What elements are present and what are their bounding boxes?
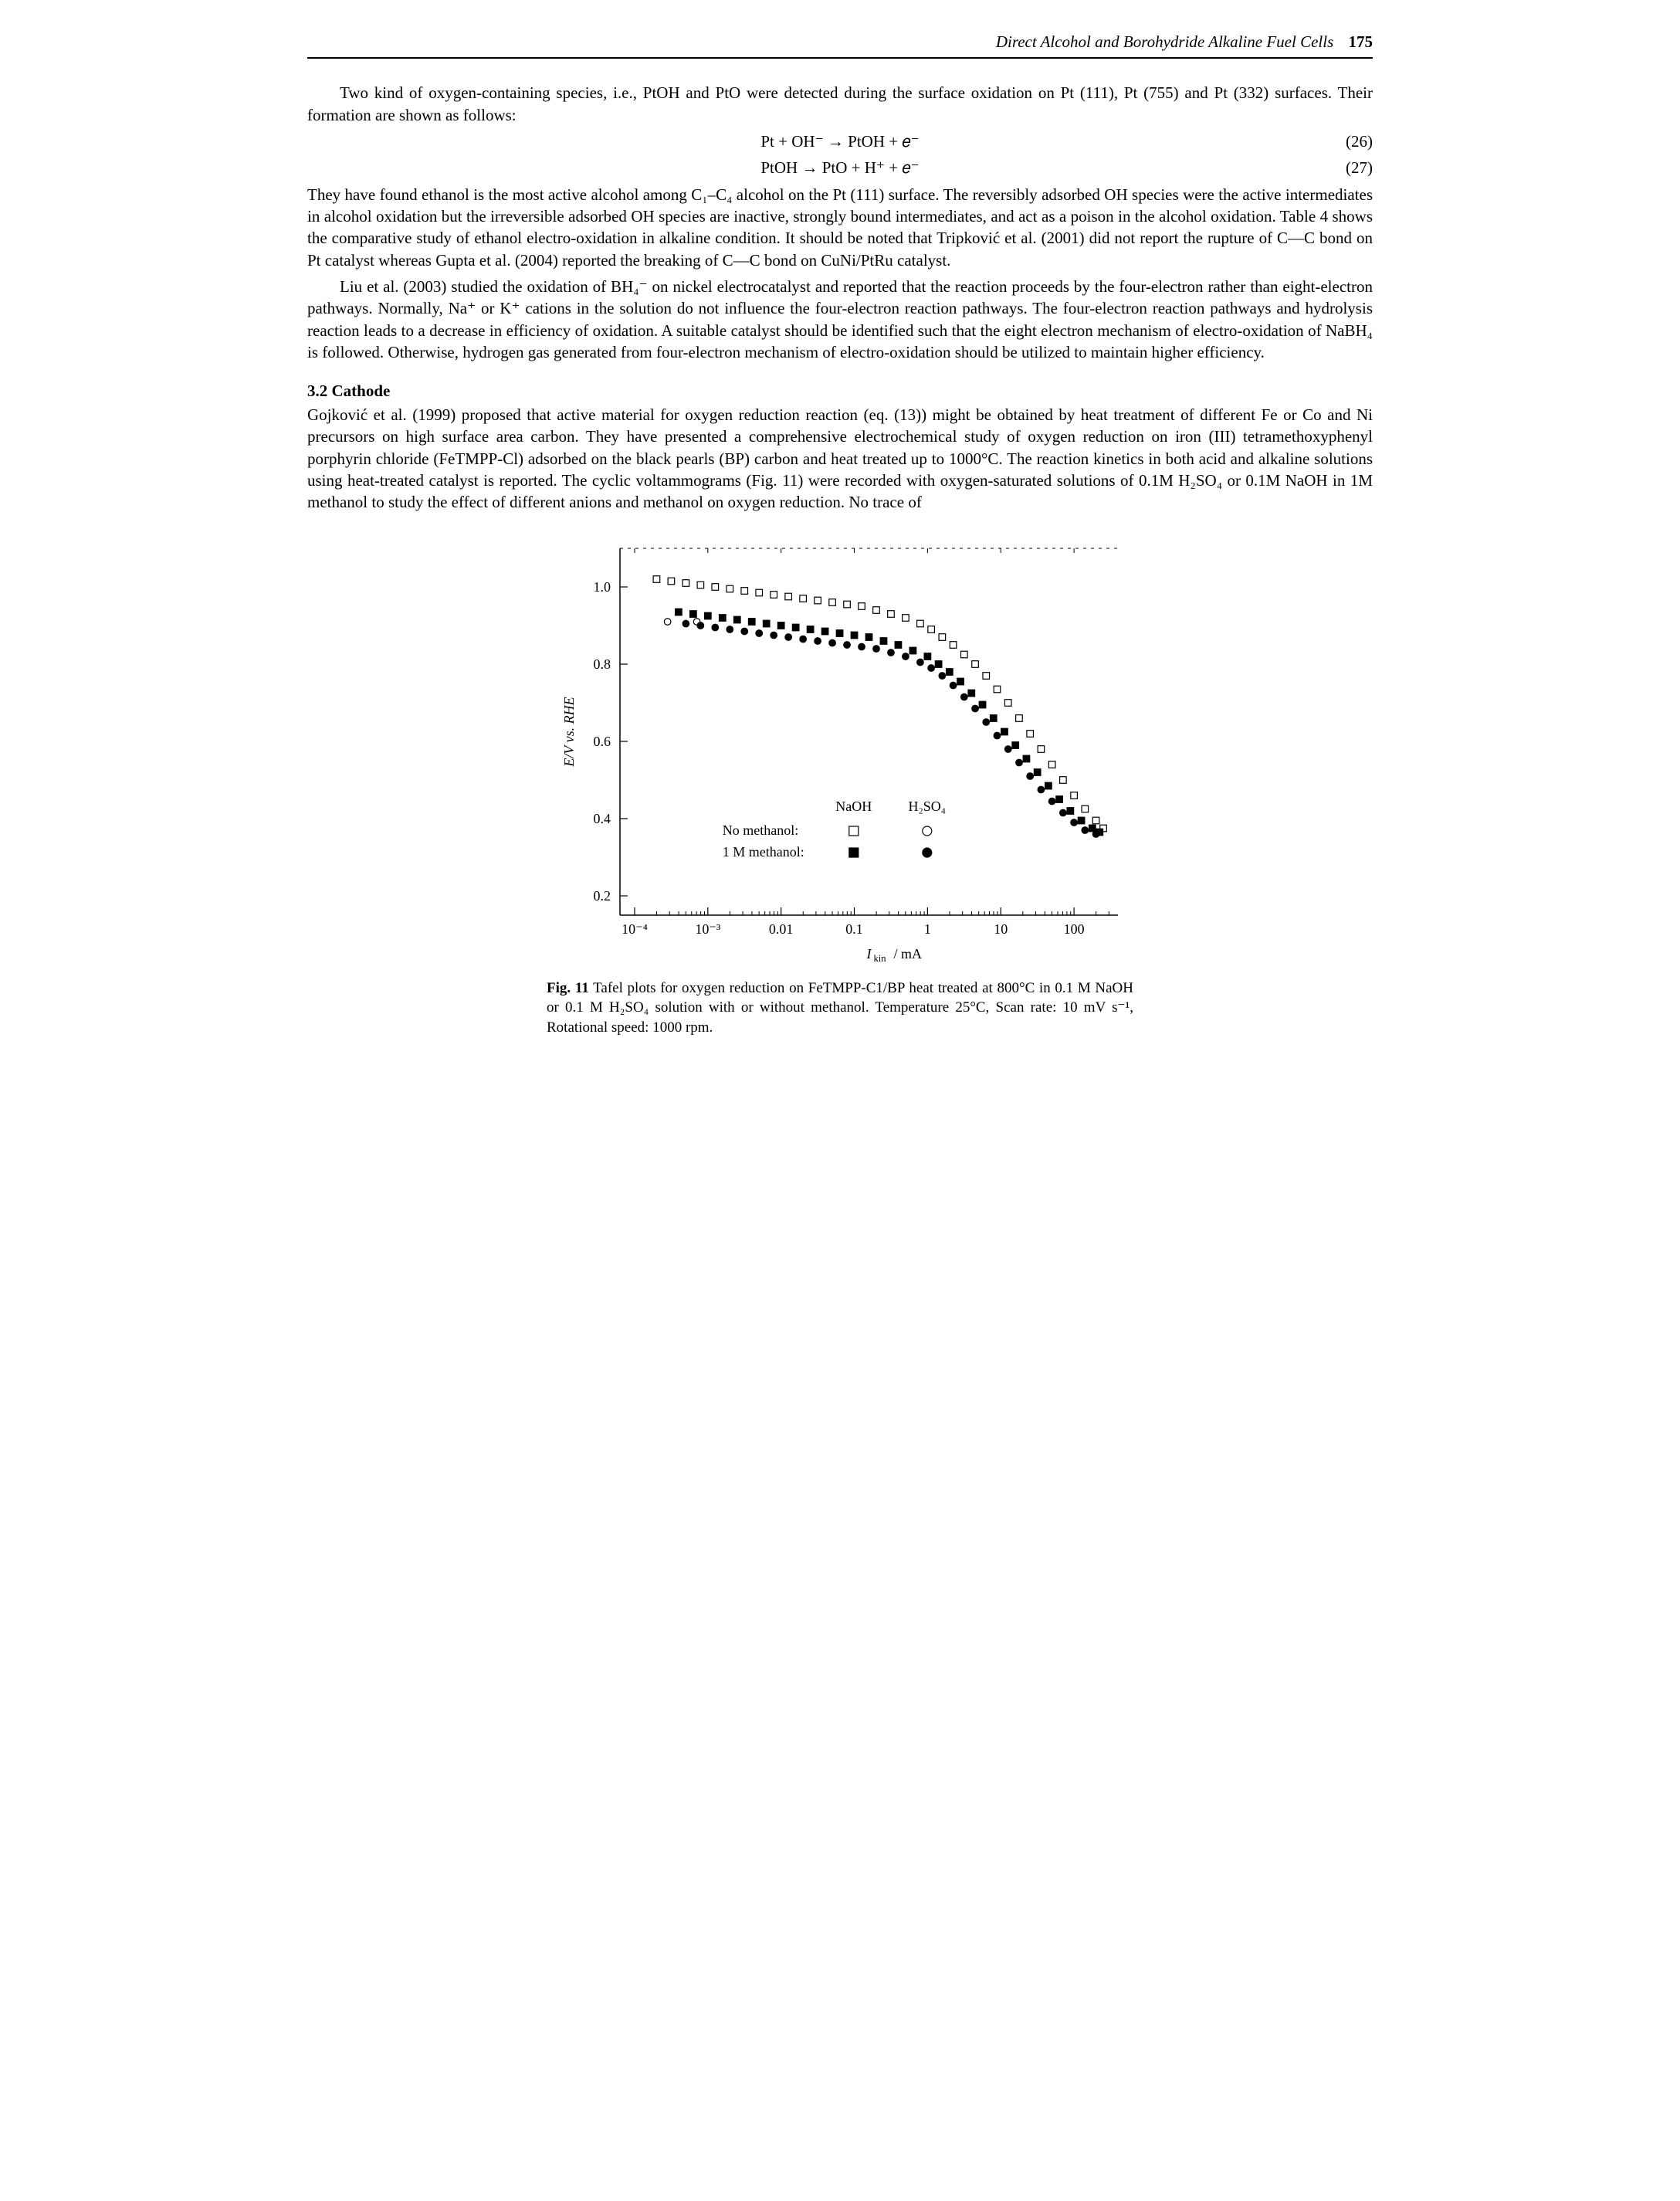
svg-text:1.0: 1.0: [594, 579, 611, 595]
figure-11-caption-text: Tafel plots for oxygen reduction on FeTM…: [547, 980, 1133, 1036]
paragraph-4: Gojković et al. (1999) proposed that act…: [307, 404, 1373, 514]
svg-text:1: 1: [924, 921, 931, 937]
equation-27-body: PtOH → PtO + H⁺ + 𝑒⁻: [760, 157, 919, 178]
figure-11-caption-prefix: Fig. 11: [547, 980, 589, 996]
equation-26-body: Pt + OH⁻ → PtOH + 𝑒⁻: [760, 131, 919, 152]
svg-text:1 M methanol:: 1 M methanol:: [723, 844, 804, 860]
svg-text:No methanol:: No methanol:: [723, 822, 798, 838]
svg-text:0.1: 0.1: [845, 921, 863, 937]
equation-27-number: (27): [1346, 157, 1373, 178]
svg-text:10: 10: [994, 921, 1008, 937]
paragraph-2: They have found ethanol is the most acti…: [307, 184, 1373, 271]
svg-text:H₂SO₄: H₂SO₄: [909, 799, 947, 814]
paragraph-3: Liu et al. (2003) studied the oxidation …: [307, 276, 1373, 363]
paragraph-1: Two kind of oxygen-containing species, i…: [307, 82, 1373, 126]
figure-11-chart: 10⁻⁴ 10⁻³ 0.01 0.1 1 10 100 0.2 0.4 0.6 0.8 1.0 Ikin…: [547, 537, 1133, 969]
figure-11-caption: Fig. 11 Tafel plots for oxygen reduction…: [547, 978, 1133, 1038]
running-header: Direct Alcohol and Borohydride Alkaline …: [307, 31, 1373, 59]
svg-text:I: I: [866, 946, 872, 961]
svg-text:0.6: 0.6: [594, 734, 611, 749]
svg-text:10⁻⁴: 10⁻⁴: [622, 921, 648, 937]
page-number: 175: [1349, 32, 1373, 51]
svg-text:0.01: 0.01: [769, 921, 794, 937]
svg-text:100: 100: [1064, 921, 1085, 937]
equation-27: PtOH → PtO + H⁺ + 𝑒⁻ (27): [307, 157, 1373, 178]
svg-text:10⁻³: 10⁻³: [695, 921, 721, 937]
equation-26-number: (26): [1346, 131, 1373, 152]
svg-text:0.4: 0.4: [594, 811, 611, 826]
figure-11: 10⁻⁴ 10⁻³ 0.01 0.1 1 10 100 0.2 0.4 0.6 0.8 1.0 Ikin…: [547, 537, 1133, 1038]
svg-text:0.8: 0.8: [594, 656, 611, 672]
running-title: Direct Alcohol and Borohydride Alkaline …: [996, 32, 1333, 51]
svg-text:E/V vs. RHE: E/V vs. RHE: [561, 697, 577, 767]
svg-text:0.2: 0.2: [594, 888, 611, 904]
section-3-2-title: 3.2 Cathode: [307, 380, 1373, 402]
svg-text:kin: kin: [874, 953, 887, 964]
svg-text:NaOH: NaOH: [835, 799, 872, 814]
equation-26: Pt + OH⁻ → PtOH + 𝑒⁻ (26): [307, 131, 1373, 152]
svg-text:/ mA: / mA: [894, 946, 923, 961]
